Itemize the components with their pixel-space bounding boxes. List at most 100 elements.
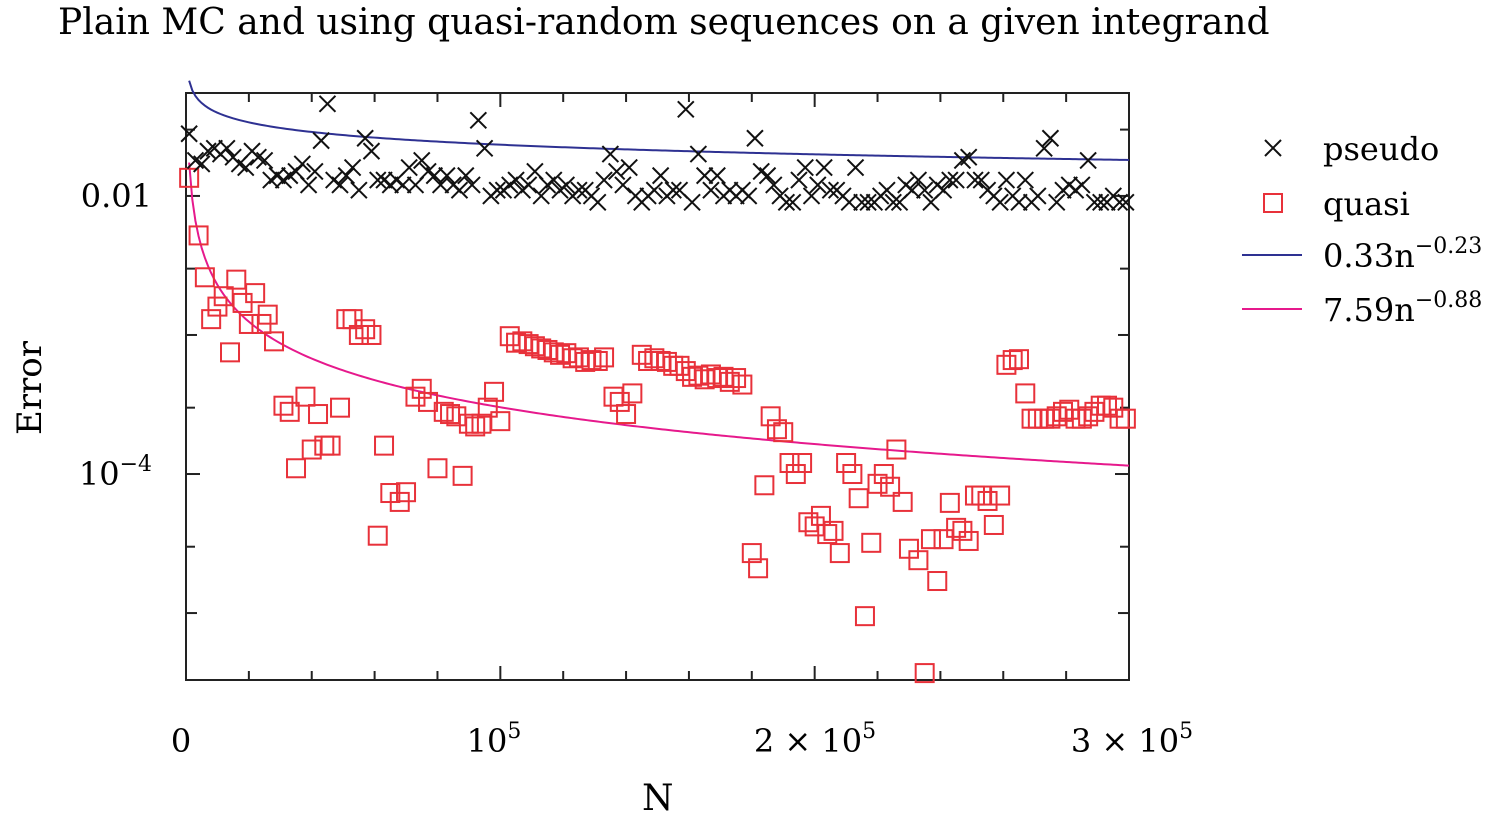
quasi-point xyxy=(719,371,740,392)
pseudo-point xyxy=(802,187,821,205)
quasi-point xyxy=(675,361,696,382)
quasi-point xyxy=(314,435,335,456)
quasi-point xyxy=(964,485,985,506)
pseudo-point xyxy=(1092,193,1110,212)
quasi-point xyxy=(1096,395,1117,416)
quasi-point xyxy=(308,404,329,425)
quasi-point xyxy=(342,309,363,330)
quasi-point xyxy=(1109,408,1130,429)
quasi-point xyxy=(908,550,929,571)
pseudo-point xyxy=(677,100,695,118)
pseudo-point xyxy=(1110,193,1129,212)
pseudo-point xyxy=(689,145,708,163)
pseudo-point xyxy=(966,171,984,189)
quasi-point xyxy=(754,475,775,496)
pseudo-point xyxy=(293,155,312,173)
quasi-point xyxy=(279,401,300,422)
quasi-point xyxy=(355,319,376,340)
quasi-point xyxy=(971,485,992,506)
quasi-point xyxy=(201,309,222,330)
legend-label: pseudo xyxy=(1323,130,1439,168)
pseudo-point xyxy=(450,181,469,199)
quasi-point xyxy=(823,520,844,541)
quasi-point xyxy=(1021,408,1042,429)
pseudo-point xyxy=(796,158,814,177)
pseudo-point xyxy=(991,193,1009,212)
pseudo-point xyxy=(362,142,381,160)
pseudo-point xyxy=(532,187,550,205)
quasi-point xyxy=(977,490,998,511)
quasi-point xyxy=(861,532,882,553)
quasi-point xyxy=(330,397,351,418)
pseudo-point xyxy=(909,171,928,189)
quasi-point xyxy=(220,342,241,363)
pseudo-point xyxy=(651,166,670,185)
pseudo-point xyxy=(959,148,978,166)
pseudo-point xyxy=(425,166,444,185)
quasi-point xyxy=(817,524,838,545)
pseudo-point xyxy=(607,162,626,181)
quasi-point xyxy=(1008,349,1029,370)
pseudo-point xyxy=(1029,187,1047,205)
quasi-point xyxy=(983,514,1004,535)
pseudo-point xyxy=(1016,171,1034,189)
pseudo-point xyxy=(356,129,374,147)
pseudo-point xyxy=(400,158,418,177)
pseudo-point xyxy=(614,176,632,194)
pseudo-point xyxy=(702,181,720,199)
pseudo-point xyxy=(545,171,563,189)
quasi-point xyxy=(301,439,322,460)
quasi-point xyxy=(952,520,973,541)
x-tick-label: 105 xyxy=(467,719,522,760)
quasi-point xyxy=(367,525,388,546)
quasi-point xyxy=(477,397,498,418)
quasi-point xyxy=(1015,383,1036,404)
quasi-point xyxy=(854,606,875,627)
quasi-point xyxy=(1027,408,1048,429)
quasi-point xyxy=(1071,408,1092,429)
pseudo-point xyxy=(1117,193,1135,212)
quasi-point xyxy=(226,269,247,290)
pseudo-point xyxy=(664,181,682,199)
quasi-point xyxy=(1084,401,1105,422)
pseudo-point xyxy=(1041,129,1060,147)
quasi-point xyxy=(603,386,624,407)
pseudo-point xyxy=(394,176,412,194)
pseudo-point xyxy=(809,176,827,194)
pseudo-point xyxy=(972,171,990,189)
quasi-point xyxy=(295,386,316,407)
quasi-point xyxy=(427,458,448,479)
pseudo-point xyxy=(255,151,274,170)
pseudo-point xyxy=(488,181,506,199)
plot-frame xyxy=(185,92,1130,681)
pseudo-point xyxy=(318,95,337,113)
pseudo-point xyxy=(695,166,714,185)
legend-label: quasi xyxy=(1323,185,1410,223)
pseudo-point xyxy=(997,171,1016,189)
pseudo-point xyxy=(237,158,255,177)
quasi-point xyxy=(446,406,467,427)
pseudo-point xyxy=(306,162,324,181)
x-tick-label: 2 × 105 xyxy=(754,719,876,760)
pseudo-point xyxy=(475,139,494,158)
quasi-point xyxy=(484,381,505,402)
pseudo-point xyxy=(601,145,620,163)
pseudo-point xyxy=(947,171,965,189)
quasi-point xyxy=(361,324,382,345)
pseudo-point xyxy=(1047,193,1066,212)
pseudo-point xyxy=(758,166,777,185)
quasi-point xyxy=(748,558,769,579)
x-axis-label: N xyxy=(642,778,674,819)
quasi-point xyxy=(773,422,794,443)
pseudo-point xyxy=(846,158,865,177)
quasi-point xyxy=(726,368,747,389)
legend-pseudo-marker xyxy=(1264,139,1282,157)
quasi-point xyxy=(741,543,762,564)
pseudo-point xyxy=(1035,139,1053,158)
pseudo-point xyxy=(815,158,833,177)
pseudo-point xyxy=(840,193,858,212)
pseudo-point xyxy=(431,176,450,194)
quasi-point xyxy=(465,416,486,437)
quasi-point xyxy=(411,378,432,399)
y-tick-label: 10−4 xyxy=(79,452,152,493)
